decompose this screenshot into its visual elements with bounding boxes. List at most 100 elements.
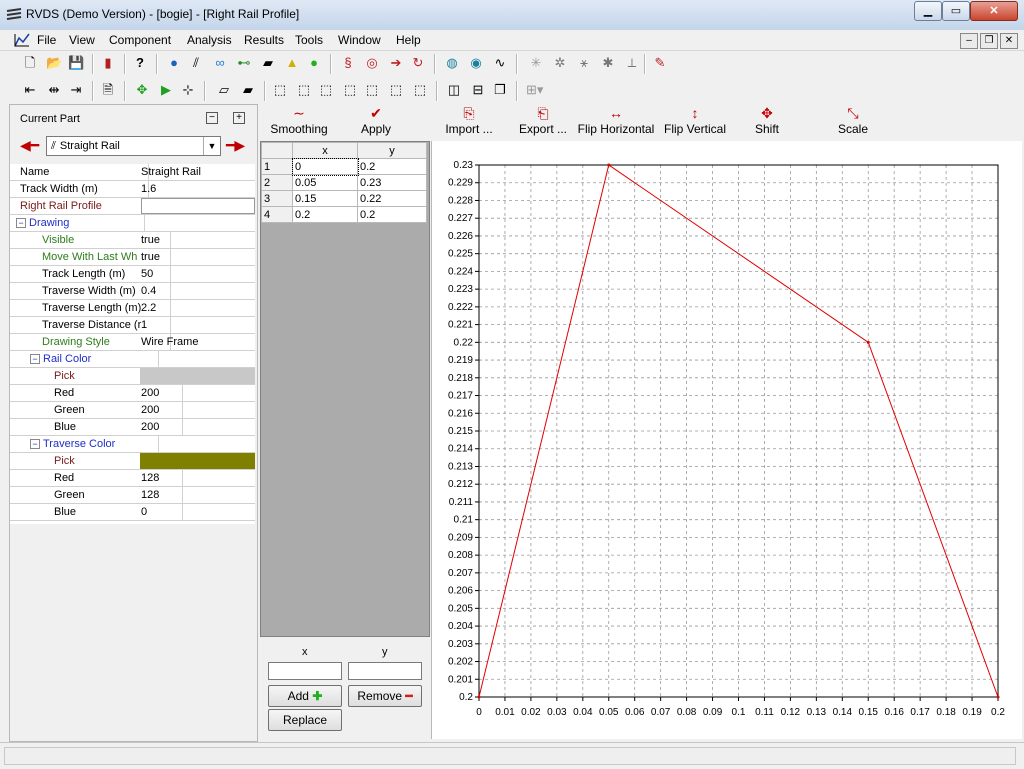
cone-icon[interactable]: ▲ <box>285 55 299 70</box>
exit-icon[interactable]: ▮ <box>104 55 112 70</box>
move-icon[interactable]: ✥ <box>136 82 148 97</box>
next-part-arrow-icon[interactable]: ━▶ <box>226 137 246 153</box>
joint-icon[interactable]: ⚹ <box>580 55 588 70</box>
axes-icon[interactable]: ⟂ <box>627 55 637 70</box>
property-value[interactable] <box>141 351 255 367</box>
globe-icon[interactable]: ● <box>170 55 178 70</box>
cube-7-icon[interactable]: ⬚ <box>413 82 427 97</box>
menu-file[interactable]: File <box>37 33 57 47</box>
cube-4-icon[interactable]: ⬚ <box>343 82 357 97</box>
property-row[interactable]: Blue 0 <box>10 504 255 521</box>
property-value[interactable]: 200 <box>141 387 160 399</box>
cell-x[interactable]: 0.2 <box>292 206 358 223</box>
cell-y[interactable]: 0.2 <box>357 206 427 223</box>
expand-all-button[interactable]: + <box>233 112 245 124</box>
plate-icon[interactable]: ▱ <box>219 82 229 97</box>
property-row[interactable]: Traverse Distance (r 1 <box>10 317 255 334</box>
property-row[interactable]: Green 128 <box>10 487 255 504</box>
collapse-all-button[interactable]: − <box>206 112 218 124</box>
property-row[interactable]: Move With Last Wh true <box>10 249 255 266</box>
y-input[interactable] <box>348 662 422 680</box>
cell-y[interactable]: 0.23 <box>357 174 427 191</box>
cascade-icon[interactable]: ❐ <box>494 82 506 97</box>
collapse-icon[interactable]: − <box>30 354 40 365</box>
sparkle-1-icon[interactable]: ✳ <box>530 55 542 70</box>
menu-view[interactable]: View <box>69 33 95 47</box>
property-row[interactable]: Green 200 <box>10 402 255 419</box>
property-value[interactable]: 0 <box>141 506 148 518</box>
align-left-icon[interactable]: ⇤ <box>24 82 36 97</box>
smoothing-button[interactable]: ∼ Smoothing <box>258 104 340 140</box>
maximize-button[interactable]: ▭ <box>942 1 970 21</box>
block-icon[interactable]: ▰ <box>263 55 273 70</box>
property-value[interactable]: true <box>141 234 160 246</box>
property-value[interactable] <box>141 198 255 214</box>
cell-x[interactable]: 0.05 <box>292 174 358 191</box>
property-row[interactable]: Track Length (m) 50 <box>10 266 255 283</box>
replace-button[interactable]: Replace <box>268 709 342 731</box>
open-folder-icon[interactable]: 📂 <box>46 55 63 70</box>
menu-results[interactable]: Results <box>244 33 285 47</box>
property-category[interactable]: − Rail Color <box>10 351 255 368</box>
close-button[interactable]: ✕ <box>970 1 1018 21</box>
cell-y[interactable]: 0.2 <box>357 158 427 175</box>
x-input[interactable] <box>268 662 342 680</box>
property-row[interactable]: Right Rail Profile <box>10 198 255 215</box>
flip-horizontal-button[interactable]: ↔ Flip Horizontal <box>576 104 656 140</box>
arrow-right-icon[interactable]: ➔ <box>390 55 402 70</box>
shift-button[interactable]: ✥ Shift <box>736 104 798 140</box>
cube-2-icon[interactable]: ⬚ <box>297 82 311 97</box>
collapse-icon[interactable]: − <box>30 439 40 450</box>
menu-window[interactable]: Window <box>338 33 381 47</box>
property-value[interactable]: true <box>141 251 160 263</box>
cube-1-icon[interactable]: ⬚ <box>273 82 287 97</box>
profile-chart[interactable]: 0 0.01 0.02 0.03 0.04 0.05 0.06 0.07 0.08 0.09 0.1… <box>432 141 1022 739</box>
spiral-icon[interactable]: ◍ <box>446 55 458 70</box>
align-center-icon[interactable]: ⇹ <box>48 82 60 97</box>
menu-tools[interactable]: Tools <box>295 33 324 47</box>
property-row[interactable]: Visible true <box>10 232 255 249</box>
table-row[interactable]: 1 0 0.2 <box>261 157 427 176</box>
save-icon[interactable]: 💾 <box>68 55 85 70</box>
cube-3-icon[interactable]: ⬚ <box>319 82 333 97</box>
table-row[interactable]: 4 0.2 0.2 <box>261 206 427 223</box>
cell-y[interactable]: 0.22 <box>357 190 427 207</box>
row-header[interactable]: 1 <box>261 158 293 175</box>
previous-part-arrow-icon[interactable]: ◀━ <box>20 137 40 153</box>
export-button[interactable]: ⎗ Export ... <box>510 104 576 140</box>
menu-help[interactable]: Help <box>396 33 421 47</box>
cell-x[interactable]: 0 <box>291 157 359 176</box>
property-value[interactable]: 200 <box>141 421 160 433</box>
signal-icon[interactable]: ∿ <box>494 55 506 70</box>
target-icon[interactable]: ◎ <box>366 55 378 70</box>
remove-button[interactable]: Remove ━ <box>348 685 422 707</box>
property-row[interactable]: Pick <box>10 453 255 470</box>
coordinate-icon[interactable]: ⊹ <box>182 82 194 97</box>
property-value[interactable]: 128 <box>141 472 160 484</box>
property-value[interactable]: 2.2 <box>141 302 157 314</box>
paint-brush-icon[interactable]: ✎ <box>654 55 666 70</box>
property-value[interactable]: 50 <box>141 268 154 280</box>
mdi-close-button[interactable]: ✕ <box>1000 33 1018 49</box>
property-row[interactable]: Red 128 <box>10 470 255 487</box>
row-header[interactable]: 4 <box>261 206 293 223</box>
axle-icon[interactable]: ⊷ <box>237 55 251 70</box>
chart-app-icon[interactable] <box>14 33 30 47</box>
document-icon[interactable]: 🗎 <box>102 82 114 97</box>
current-part-select[interactable]: ⫽ Straight Rail ▼ <box>46 136 221 156</box>
property-value[interactable]: Straight Rail <box>141 166 201 178</box>
cell-x[interactable]: 0.15 <box>292 190 358 207</box>
tree-dropdown-icon[interactable]: ⊞▾ <box>526 82 544 97</box>
cube-6-icon[interactable]: ⬚ <box>389 82 403 97</box>
split-horizontal-icon[interactable]: ⊟ <box>472 82 484 97</box>
rotate-icon[interactable]: ↻ <box>412 55 424 70</box>
mdi-minimize-button[interactable]: – <box>960 33 978 49</box>
property-value[interactable]: Wire Frame <box>141 336 199 348</box>
flip-vertical-button[interactable]: ↕ Flip Vertical <box>660 104 730 140</box>
hinge-icon[interactable]: ✱ <box>602 55 614 70</box>
add-button[interactable]: Add ✚ <box>268 685 342 707</box>
concentric-icon[interactable]: ◉ <box>470 55 482 70</box>
property-row[interactable]: Red 200 <box>10 385 255 402</box>
property-row[interactable]: Name Straight Rail <box>10 164 255 181</box>
new-file-icon[interactable]: 🗋 <box>24 55 36 70</box>
